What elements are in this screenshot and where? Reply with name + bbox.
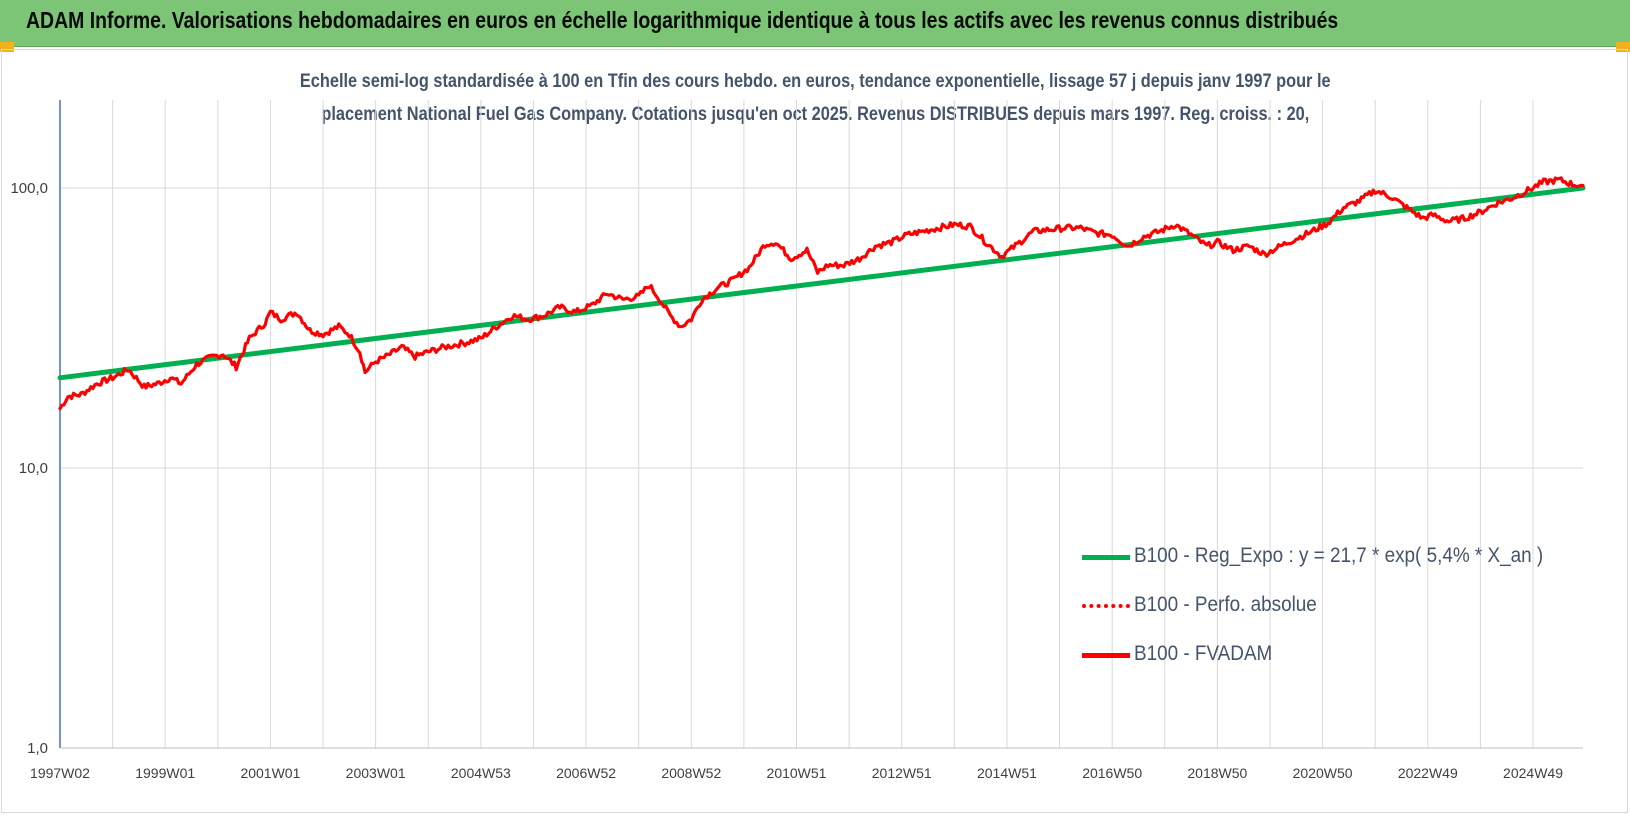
- tick-labels: 1,0 10,0 100,0 1997W02 1999W01 2001W01 2003W01…: [10, 180, 1563, 781]
- chart-area: [1, 49, 1628, 813]
- x-tick-label: 2022W49: [1398, 765, 1458, 781]
- x-tick-label: 2001W01: [240, 765, 300, 781]
- legend-label-fvadam: B100 - FVADAM: [1134, 642, 1273, 665]
- chart-subtitle-line-1: Echelle semi-log standardisée à 100 en T…: [0, 71, 1630, 93]
- x-tick-label: 1997W02: [30, 765, 90, 781]
- legend-swatch-fvadam: [1082, 653, 1130, 658]
- x-tick-label: 2014W51: [977, 765, 1037, 781]
- x-tick-label: 2010W51: [767, 765, 827, 781]
- chart-subtitle-text-1: Echelle semi-log standardisée à 100 en T…: [299, 71, 1331, 92]
- legend-swatch-perfo: [1082, 604, 1130, 608]
- series-line-0: [57, 185, 1586, 381]
- x-tick-label: 2020W50: [1293, 765, 1353, 781]
- banner-title: ADAM Informe. Valorisations hebdomadaire…: [26, 7, 1339, 33]
- series-lines: [57, 176, 1586, 411]
- title-banner: ADAM Informe. Valorisations hebdomadaire…: [0, 0, 1630, 47]
- chart-subtitle-line-2: placement National Fuel Gas Company. Cot…: [0, 104, 1630, 126]
- x-tick-label: 2012W51: [872, 765, 932, 781]
- y-tick-label: 100,0: [10, 180, 48, 197]
- series-line-2: [58, 176, 1585, 411]
- x-tick-label: 2016W50: [1082, 765, 1142, 781]
- x-tick-label: 2006W52: [556, 765, 616, 781]
- axes: [59, 100, 1583, 749]
- corner-marker-left: [0, 42, 14, 52]
- corner-marker-right: [1616, 42, 1630, 52]
- legend-label-perfo: B100 - Perfo. absolue: [1134, 593, 1317, 616]
- chart-subtitle-text-2: placement National Fuel Gas Company. Cot…: [321, 104, 1309, 125]
- legend-label-trend: B100 - Reg_Expo : y = 21,7 * exp( 5,4% *…: [1134, 544, 1544, 567]
- x-tick-label: 1999W01: [135, 765, 195, 781]
- x-tick-label: 2004W53: [451, 765, 511, 781]
- x-tick-label: 2003W01: [346, 765, 406, 781]
- x-tick-label: 2008W52: [661, 765, 721, 781]
- y-tick-label: 10,0: [19, 460, 48, 477]
- gridlines: [60, 100, 1583, 748]
- y-tick-label: 1,0: [27, 740, 48, 757]
- legend-swatch-trend: [1082, 555, 1130, 560]
- x-tick-label: 2024W49: [1503, 765, 1563, 781]
- x-tick-label: 2018W50: [1187, 765, 1247, 781]
